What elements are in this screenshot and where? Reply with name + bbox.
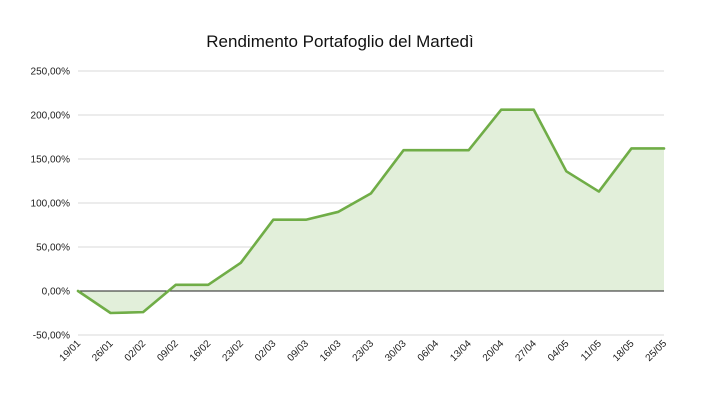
x-tick-label: 06/04 <box>416 338 442 364</box>
x-tick-label: 30/03 <box>383 338 409 364</box>
y-tick-label: 250,00% <box>31 67 71 78</box>
y-tick-label: 150,00% <box>31 155 71 166</box>
x-tick-label: 13/04 <box>448 338 474 364</box>
x-tick-label: 09/03 <box>286 338 312 364</box>
x-tick-label: 04/05 <box>546 338 572 364</box>
y-tick-label: 50,00% <box>36 243 70 254</box>
x-tick-label: 23/02 <box>220 338 246 364</box>
x-tick-label: 09/02 <box>155 338 181 364</box>
x-tick-label: 26/01 <box>90 338 116 364</box>
x-tick-label: 25/05 <box>644 338 670 364</box>
x-tick-label: 16/03 <box>318 338 344 364</box>
x-tick-label: 27/04 <box>513 338 539 364</box>
x-tick-label: 16/02 <box>188 338 214 364</box>
y-tick-label: 200,00% <box>31 111 71 122</box>
y-axis: 250,00% 200,00% 150,00% 100,00% 50,00% 0,00% -… <box>31 67 71 342</box>
x-tick-label: 19/01 <box>58 338 84 364</box>
x-tick-label: 02/02 <box>123 338 149 364</box>
x-tick-label: 02/03 <box>253 338 279 364</box>
y-tick-label: 0,00% <box>42 287 70 298</box>
x-tick-label: 23/03 <box>351 338 377 364</box>
area-layer <box>76 108 666 315</box>
x-tick-label: 20/04 <box>481 338 507 364</box>
chart-title: Rendimento Portafoglio del Martedì <box>206 32 473 51</box>
y-tick-label: -50,00% <box>33 331 70 342</box>
x-tick-label: 11/05 <box>579 338 604 363</box>
x-axis: 19/01 26/01 02/02 09/02 16/02 23/02 02/03 09/03… <box>58 338 670 364</box>
x-tick-label: 18/05 <box>611 338 637 364</box>
y-tick-label: 100,00% <box>31 199 71 210</box>
series-area-fill <box>78 109 664 313</box>
